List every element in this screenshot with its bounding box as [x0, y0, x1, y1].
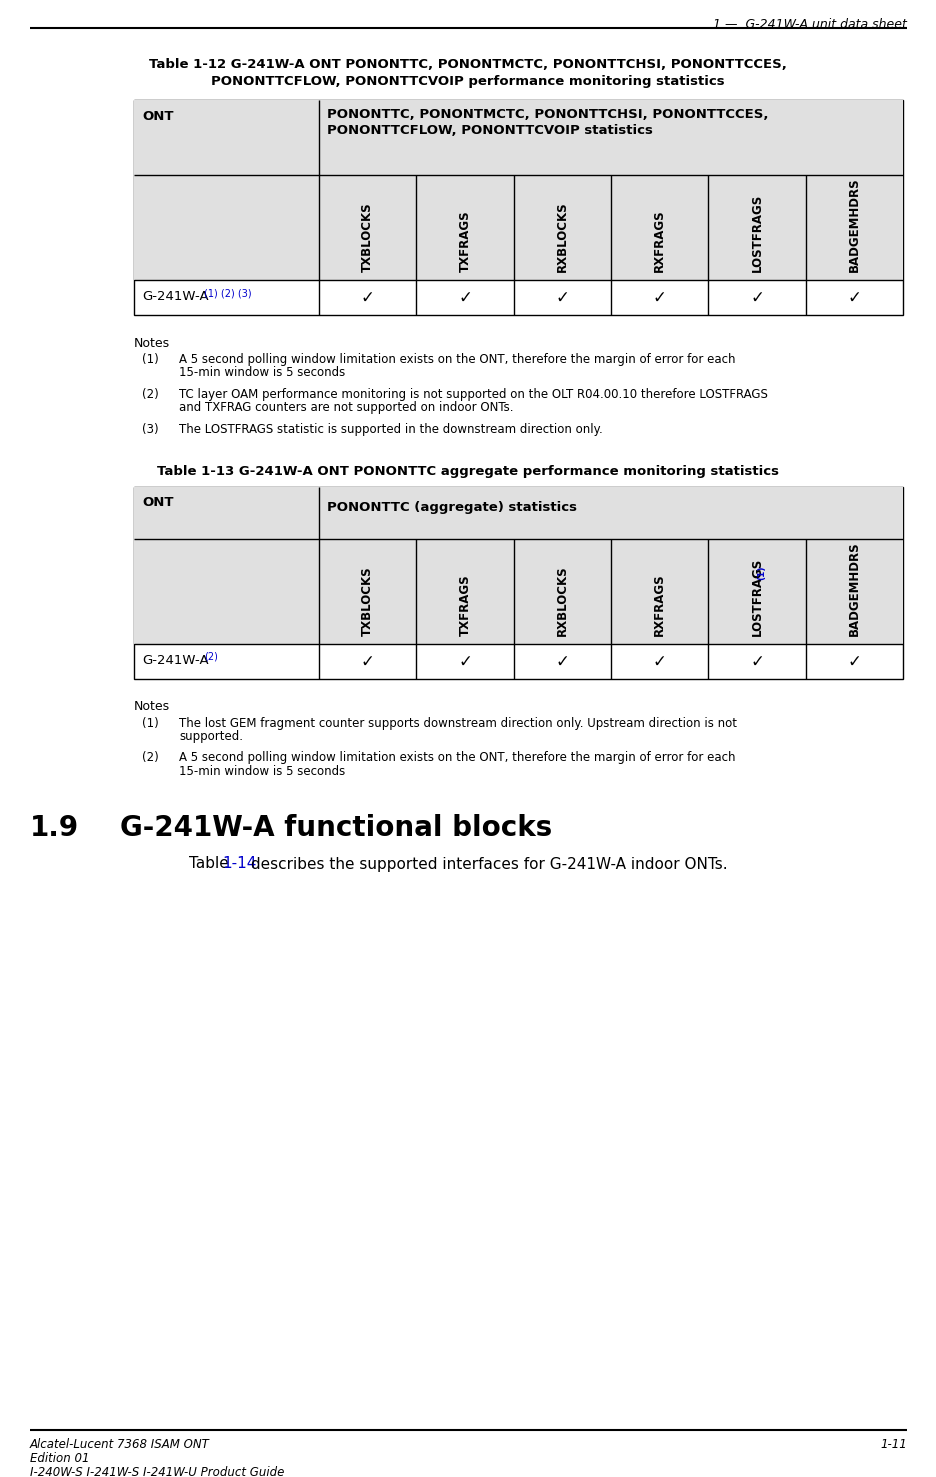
Text: PONONTTCFLOW, PONONTTCVOIP performance monitoring statistics: PONONTTCFLOW, PONONTTCVOIP performance m… [211, 75, 724, 89]
Text: ✓: ✓ [458, 653, 472, 671]
Text: G-241W-A functional blocks: G-241W-A functional blocks [120, 814, 551, 842]
Text: RXBLOCKS: RXBLOCKS [555, 564, 568, 635]
Text: LOSTFRAGS: LOSTFRAGS [750, 557, 763, 635]
Text: PONONTTCFLOW, PONONTTCVOIP statistics: PONONTTCFLOW, PONONTTCVOIP statistics [327, 124, 652, 137]
Text: describes the supported interfaces for G-241W-A indoor ONTs.: describes the supported interfaces for G… [246, 857, 727, 871]
Bar [134, 486, 902, 539]
Text: (1): (1) [756, 566, 766, 580]
Text: (2): (2) [142, 388, 158, 400]
Text: RXBLOCKS: RXBLOCKS [555, 201, 568, 272]
Text: Edition 01: Edition 01 [30, 1452, 90, 1465]
Text: G-241W-A: G-241W-A [142, 653, 209, 666]
Text: Table 1-12 G-241W-A ONT PONONTTC, PONONTMCTC, PONONTTCHSI, PONONTTCCES,: Table 1-12 G-241W-A ONT PONONTTC, PONONT… [149, 58, 786, 71]
Text: PONONTTC, PONONTMCTC, PONONTTCHSI, PONONTTCCES,: PONONTTC, PONONTMCTC, PONONTTCHSI, PONON… [327, 108, 768, 121]
Text: and TXFRAG counters are not supported on indoor ONTs.: and TXFRAG counters are not supported on… [179, 402, 513, 415]
Text: TXBLOCKS: TXBLOCKS [360, 566, 373, 635]
Text: (3): (3) [142, 422, 158, 436]
Text: (2): (2) [204, 651, 218, 662]
Text: TXFRAGS: TXFRAGS [458, 210, 471, 272]
Text: LOSTFRAGS: LOSTFRAGS [750, 193, 763, 272]
Text: ✓: ✓ [360, 289, 374, 307]
Text: 1.9: 1.9 [30, 814, 79, 842]
Text: TXFRAGS: TXFRAGS [458, 575, 471, 635]
Text: Alcatel-Lucent 7368 ISAM ONT: Alcatel-Lucent 7368 ISAM ONT [30, 1439, 210, 1450]
Text: The lost GEM fragment counter supports downstream direction only. Upstream direc: The lost GEM fragment counter supports d… [179, 716, 737, 730]
Text: 15-min window is 5 seconds: 15-min window is 5 seconds [179, 765, 344, 778]
Text: ✓: ✓ [846, 653, 860, 671]
Text: BADGEMHDRS: BADGEMHDRS [847, 541, 860, 635]
Text: (1): (1) [142, 353, 158, 366]
Bar [134, 539, 902, 644]
Text: supported.: supported. [179, 730, 242, 743]
Text: ✓: ✓ [749, 289, 763, 307]
Text: ✓: ✓ [846, 289, 860, 307]
Bar [134, 100, 902, 315]
Text: TXBLOCKS: TXBLOCKS [360, 202, 373, 272]
Bar [134, 174, 902, 281]
Text: ✓: ✓ [555, 653, 569, 671]
Text: ✓: ✓ [458, 289, 472, 307]
Text: ONT: ONT [142, 496, 173, 510]
Text: Table 1-13 G-241W-A ONT PONONTTC aggregate performance monitoring statistics: Table 1-13 G-241W-A ONT PONONTTC aggrega… [157, 464, 778, 477]
Text: (1) (2) (3): (1) (2) (3) [204, 288, 252, 298]
Text: A 5 second polling window limitation exists on the ONT, therefore the margin of : A 5 second polling window limitation exi… [179, 752, 735, 765]
Text: 15-min window is 5 seconds: 15-min window is 5 seconds [179, 366, 344, 380]
Text: G-241W-A: G-241W-A [142, 289, 209, 303]
Text: A 5 second polling window limitation exists on the ONT, therefore the margin of : A 5 second polling window limitation exi… [179, 353, 735, 366]
Text: ✓: ✓ [749, 653, 763, 671]
Text: Table: Table [189, 857, 233, 871]
Text: ✓: ✓ [555, 289, 569, 307]
Text: (1): (1) [142, 716, 158, 730]
Text: 1 —  G-241W-A unit data sheet: 1 — G-241W-A unit data sheet [712, 18, 906, 31]
Bar [134, 486, 902, 678]
Text: Notes: Notes [134, 337, 170, 350]
Text: (2): (2) [142, 752, 158, 765]
Text: I-240W-S I-241W-S I-241W-U Product Guide: I-240W-S I-241W-S I-241W-U Product Guide [30, 1467, 284, 1477]
Text: 1-14: 1-14 [222, 857, 256, 871]
Text: ✓: ✓ [652, 289, 665, 307]
Text: The LOSTFRAGS statistic is supported in the downstream direction only.: The LOSTFRAGS statistic is supported in … [179, 422, 602, 436]
Text: BADGEMHDRS: BADGEMHDRS [847, 177, 860, 272]
Text: ✓: ✓ [652, 653, 665, 671]
Text: 1-11: 1-11 [879, 1439, 906, 1450]
Text: PONONTTC (aggregate) statistics: PONONTTC (aggregate) statistics [327, 502, 577, 514]
Text: RXFRAGS: RXFRAGS [652, 573, 665, 635]
Text: ONT: ONT [142, 109, 173, 123]
Text: RXFRAGS: RXFRAGS [652, 210, 665, 272]
Text: ✓: ✓ [360, 653, 374, 671]
Text: TC layer OAM performance monitoring is not supported on the OLT R04.00.10 theref: TC layer OAM performance monitoring is n… [179, 388, 768, 400]
Text: Notes: Notes [134, 700, 170, 713]
Bar [134, 100, 902, 174]
